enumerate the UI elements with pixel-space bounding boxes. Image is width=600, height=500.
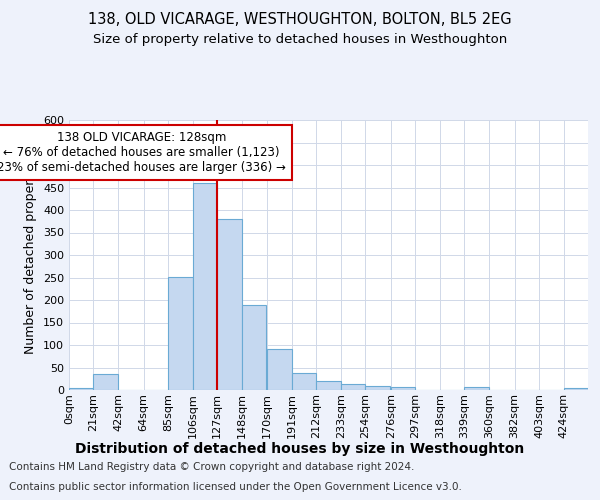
Bar bbox=[316, 381, 341, 390]
Text: 138, OLD VICARAGE, WESTHOUGHTON, BOLTON, BL5 2EG: 138, OLD VICARAGE, WESTHOUGHTON, BOLTON,… bbox=[88, 12, 512, 28]
Bar bbox=[292, 373, 316, 390]
Text: Contains HM Land Registry data © Crown copyright and database right 2024.: Contains HM Land Registry data © Crown c… bbox=[9, 462, 415, 472]
Y-axis label: Number of detached properties: Number of detached properties bbox=[25, 156, 37, 354]
Bar bbox=[242, 304, 266, 390]
Bar bbox=[341, 384, 365, 390]
Bar bbox=[365, 386, 390, 390]
Bar bbox=[193, 183, 217, 390]
Bar bbox=[391, 388, 415, 390]
Bar bbox=[69, 388, 94, 390]
Text: Contains public sector information licensed under the Open Government Licence v3: Contains public sector information licen… bbox=[9, 482, 462, 492]
Text: 138 OLD VICARAGE: 128sqm
← 76% of detached houses are smaller (1,123)
23% of sem: 138 OLD VICARAGE: 128sqm ← 76% of detach… bbox=[0, 131, 286, 174]
Bar bbox=[217, 219, 242, 390]
Bar bbox=[464, 388, 489, 390]
Bar bbox=[563, 388, 588, 390]
Text: Distribution of detached houses by size in Westhoughton: Distribution of detached houses by size … bbox=[76, 442, 524, 456]
Bar bbox=[267, 348, 292, 390]
Bar bbox=[94, 374, 118, 390]
Bar bbox=[168, 276, 193, 390]
Text: Size of property relative to detached houses in Westhoughton: Size of property relative to detached ho… bbox=[93, 32, 507, 46]
